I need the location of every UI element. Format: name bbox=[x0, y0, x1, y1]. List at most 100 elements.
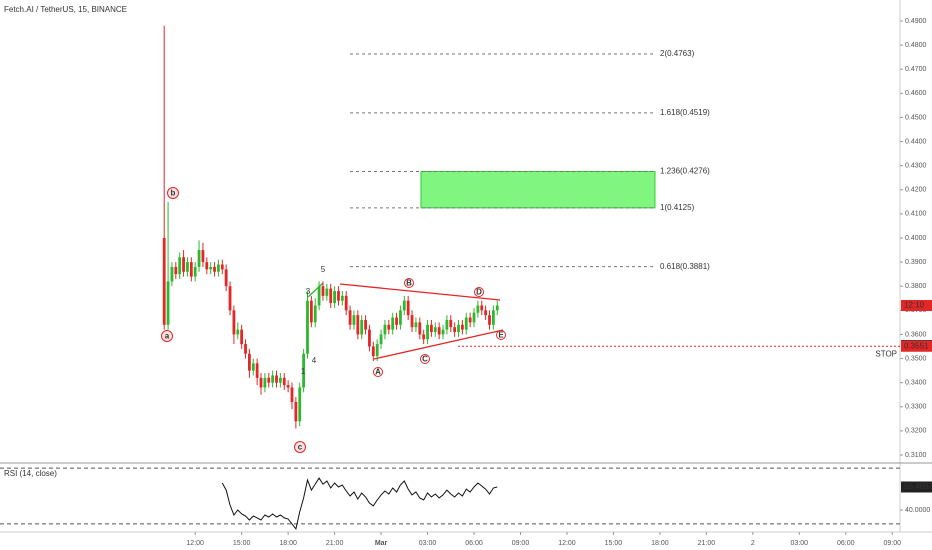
candle-body bbox=[244, 344, 247, 354]
wave-circle bbox=[474, 287, 484, 297]
trendline bbox=[339, 283, 501, 301]
chart-title: Fetch.AI / TetherUS, 15, BINANCE bbox=[4, 5, 127, 14]
countdown-badge bbox=[901, 300, 932, 312]
candle-body bbox=[480, 305, 484, 311]
wave-label: B bbox=[406, 279, 412, 288]
fib-label: 1.618(0.4519) bbox=[660, 108, 710, 117]
x-tick-label: 06:00 bbox=[465, 540, 483, 547]
x-tick-label: 15:00 bbox=[605, 540, 623, 547]
target-zone bbox=[420, 170, 656, 209]
candle-body bbox=[286, 385, 290, 388]
candle-body bbox=[472, 312, 476, 323]
x-tick-label: 15:00 bbox=[233, 540, 251, 547]
wave-label: D bbox=[476, 288, 482, 297]
wave-number: 3 bbox=[306, 287, 311, 296]
fib-label: 0.618(0.3881) bbox=[660, 262, 710, 271]
candle-body bbox=[356, 315, 360, 335]
candle-body bbox=[433, 327, 437, 333]
x-tick-label: 18:00 bbox=[279, 540, 297, 547]
candle-body bbox=[201, 250, 205, 263]
x-tick-label: 03:00 bbox=[419, 540, 437, 547]
wave-label: a bbox=[165, 332, 170, 341]
candle-body bbox=[368, 329, 371, 347]
candle-body bbox=[430, 324, 433, 333]
candle-body bbox=[267, 377, 271, 383]
x-tick-label: 03:00 bbox=[791, 540, 809, 547]
candle-body bbox=[209, 266, 213, 270]
wave-circle bbox=[404, 278, 414, 288]
candle-body bbox=[441, 329, 445, 335]
wave-number: 4 bbox=[312, 356, 317, 365]
candle-body bbox=[263, 377, 267, 388]
candle-body bbox=[449, 319, 453, 328]
wave-label: A bbox=[375, 368, 381, 377]
candle-body bbox=[410, 315, 414, 328]
wave-label: b bbox=[171, 189, 176, 198]
y-tick-label: 0.4000 bbox=[905, 235, 927, 242]
candle-body bbox=[290, 387, 294, 402]
candle-body bbox=[391, 317, 395, 330]
candle-body bbox=[294, 401, 298, 422]
candle-body bbox=[251, 363, 255, 371]
candle-body bbox=[491, 310, 495, 325]
candle-body bbox=[371, 346, 375, 357]
candle-body bbox=[422, 334, 426, 340]
fib-label: 1(0.4125) bbox=[660, 203, 695, 212]
candle-body bbox=[460, 324, 464, 330]
x-tick-label: 21:00 bbox=[698, 540, 716, 547]
candle-body bbox=[344, 295, 348, 311]
wave-label: C bbox=[422, 355, 428, 364]
candle-body bbox=[337, 291, 340, 301]
fib-label: 2(0.4763) bbox=[660, 49, 695, 58]
candle-body bbox=[383, 324, 387, 335]
rsi-badge-label: 56.4893 bbox=[904, 482, 932, 491]
y-tick-label: 0.4600 bbox=[905, 90, 927, 97]
wave-circle bbox=[161, 330, 173, 342]
candle-body bbox=[476, 305, 480, 313]
price-badge bbox=[901, 340, 932, 352]
candle-body bbox=[217, 264, 220, 272]
candle-body bbox=[395, 317, 398, 325]
candle-body bbox=[178, 257, 182, 275]
candle-body bbox=[445, 319, 449, 330]
candle-body bbox=[298, 387, 302, 422]
candle-body bbox=[437, 327, 441, 335]
candle-body bbox=[399, 310, 402, 325]
candle-body bbox=[224, 269, 228, 287]
rsi-title: RSI (14, close) bbox=[4, 469, 57, 478]
candle-body bbox=[426, 324, 429, 340]
y-tick-label: 0.4700 bbox=[905, 66, 927, 73]
candle-body bbox=[321, 286, 325, 296]
y-tick-label: 0.4300 bbox=[905, 162, 927, 169]
candle-body bbox=[495, 305, 499, 311]
y-tick-label: 0.3500 bbox=[905, 355, 927, 362]
fib-label: 1.236(0.4276) bbox=[660, 167, 710, 176]
price-badge-label: 0.3551 bbox=[904, 341, 929, 350]
candle-body bbox=[213, 266, 216, 272]
rsi-badge bbox=[901, 481, 932, 493]
candle-body bbox=[484, 310, 488, 316]
candle-body bbox=[170, 266, 174, 282]
candle-body bbox=[457, 324, 460, 333]
candle-body bbox=[414, 322, 418, 328]
candle-body bbox=[387, 324, 391, 330]
candle-body bbox=[360, 319, 364, 335]
candle-body bbox=[278, 377, 282, 383]
y-tick-label: 0.4900 bbox=[905, 18, 927, 25]
y-tick-label: 0.3300 bbox=[905, 404, 927, 411]
x-tick-label: Mar bbox=[375, 540, 388, 547]
wave-circle bbox=[294, 441, 306, 453]
x-tick-label: 18:00 bbox=[651, 540, 669, 547]
candle-body bbox=[313, 305, 317, 323]
x-tick-label: 2 bbox=[751, 540, 755, 547]
wave-line bbox=[307, 282, 324, 298]
candle-body bbox=[306, 300, 309, 354]
x-tick-label: 09:00 bbox=[883, 540, 901, 547]
x-tick-label: 06:00 bbox=[837, 540, 855, 547]
candle-body bbox=[302, 353, 306, 388]
candle-body bbox=[379, 334, 383, 345]
candle-body bbox=[418, 322, 422, 335]
wave-circle bbox=[496, 330, 506, 340]
